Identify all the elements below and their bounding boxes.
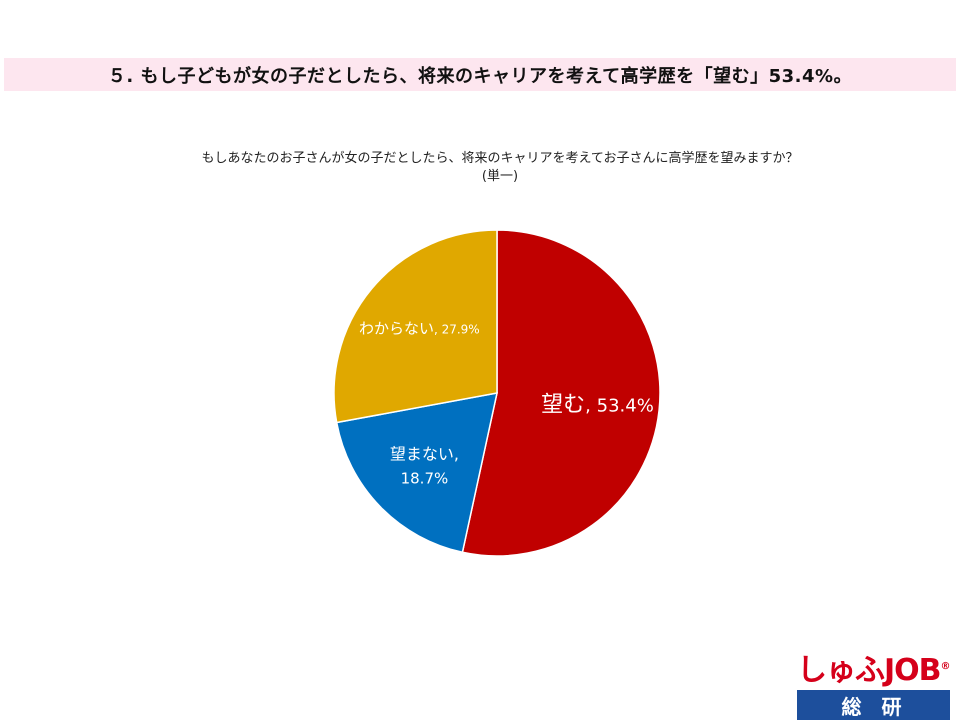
slice-label-value: , 53.4% [585,395,654,416]
logo-wordmark: しゅふJOB® [797,650,957,688]
pie-slice [461,229,661,557]
headline-bar: ５. もし子どもが女の子だとしたら、将来のキャリアを考えて高学歴を「望む」53.… [4,58,956,91]
page-title: ５. もし子どもが女の子だとしたら、将来のキャリアを考えて高学歴を「望む」53.… [107,65,853,87]
slice-data-label: 望まない, 18.7% [390,444,459,487]
registered-mark: ® [940,661,951,672]
slice-label-name: 望む [541,392,585,417]
slice-label-name: 望まない, [390,444,459,463]
question-text: もしあなたのお子さんが女の子だとしたら、将来のキャリアを考えてお子さんに高学歴を… [201,151,799,166]
slice-data-label: 望む, 53.4% [541,392,654,417]
logo-name: しゅふJOB [797,653,942,688]
slice-label-name: わからない [359,320,434,338]
slice-label-value: 18.7% [401,469,449,487]
slice-label-value: , 27.9% [434,323,480,337]
question-note: (単一) [481,169,519,184]
pie-slice [333,229,498,424]
brand-logo: しゅふJOB® 総研 [797,650,957,720]
pie-slice [335,392,498,554]
chart-question: もしあなたのお子さんが女の子だとしたら、将来のキャリアを考えてお子さんに高学歴を… [0,150,960,186]
slice-data-label: わからない, 27.9% [359,320,480,338]
logo-subtitle: 総研 [797,690,950,720]
